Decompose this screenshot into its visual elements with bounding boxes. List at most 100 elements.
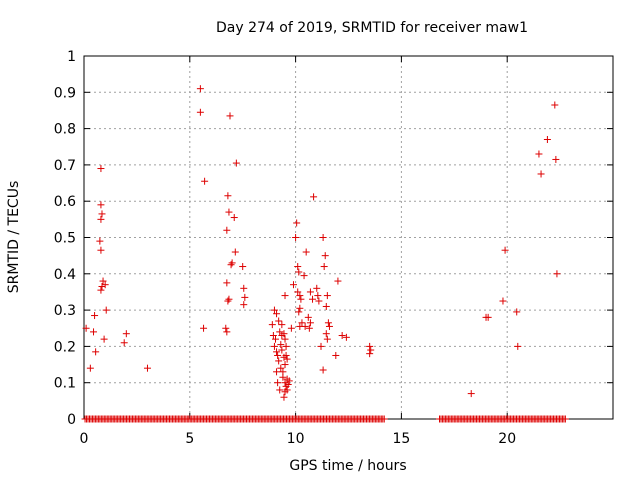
data-point xyxy=(273,310,281,318)
y-tick-label: 0.8 xyxy=(54,122,76,138)
y-tick-label: 0.7 xyxy=(54,158,76,174)
data-point xyxy=(501,246,509,254)
data-point xyxy=(275,317,283,325)
data-point xyxy=(223,226,231,234)
data-point xyxy=(225,295,233,303)
data-point xyxy=(271,335,279,343)
data-point xyxy=(270,306,278,314)
data-point xyxy=(314,292,322,300)
data-point xyxy=(274,351,282,359)
data-point xyxy=(122,330,130,338)
grid-lines xyxy=(84,56,613,419)
data-point xyxy=(313,284,321,292)
x-tick-label: 0 xyxy=(80,431,89,447)
y-tick-label: 0.9 xyxy=(54,85,76,101)
data-point xyxy=(543,135,551,143)
data-point xyxy=(289,281,297,289)
data-point xyxy=(278,332,286,340)
y-axis-label: SRMTID / TECUs xyxy=(6,181,22,294)
data-point xyxy=(101,281,109,289)
data-point xyxy=(230,214,238,222)
data-point xyxy=(300,272,308,280)
data-point xyxy=(226,112,234,120)
data-point xyxy=(231,248,239,256)
data-point xyxy=(196,108,204,116)
data-point xyxy=(367,346,375,354)
data-point xyxy=(551,101,559,109)
data-point xyxy=(92,348,100,356)
data-point xyxy=(284,381,292,389)
y-tick-label: 0.2 xyxy=(54,339,76,355)
data-point xyxy=(282,351,290,359)
data-point xyxy=(224,192,232,200)
x-tick-label: 5 xyxy=(185,431,194,447)
data-point xyxy=(241,293,249,301)
data-point xyxy=(304,313,312,321)
data-point xyxy=(100,335,108,343)
plot-frame xyxy=(83,55,614,420)
y-tick-label: 0.1 xyxy=(54,376,76,392)
data-point xyxy=(239,263,247,271)
y-tick-label: 1 xyxy=(67,49,76,65)
data-point xyxy=(294,263,302,271)
data-point xyxy=(278,346,286,354)
data-point xyxy=(338,332,346,340)
x-axis-ticks: 0 5 10 15 20 xyxy=(80,56,516,447)
data-point xyxy=(273,348,281,356)
y-tick-label: 0.6 xyxy=(54,194,76,210)
data-point xyxy=(281,361,289,369)
data-point xyxy=(298,319,306,327)
data-point xyxy=(280,393,288,401)
zero-baseline-markers xyxy=(81,415,569,423)
data-point xyxy=(268,321,276,329)
data-point xyxy=(553,270,561,278)
data-point xyxy=(82,324,90,332)
data-point xyxy=(196,85,204,93)
data-point xyxy=(276,386,284,394)
data-points xyxy=(82,85,561,401)
data-point xyxy=(332,351,340,359)
y-tick-label: 0.4 xyxy=(54,267,76,283)
data-point xyxy=(270,342,278,350)
data-point xyxy=(223,328,231,336)
data-point xyxy=(296,304,304,312)
data-point xyxy=(366,350,374,358)
zero-point xyxy=(561,415,569,423)
data-point xyxy=(201,177,209,185)
data-point xyxy=(293,219,301,227)
data-point xyxy=(320,263,328,271)
data-point xyxy=(269,332,277,340)
data-point xyxy=(200,324,208,332)
data-point xyxy=(302,248,310,256)
data-point xyxy=(285,377,293,385)
data-point xyxy=(306,288,314,296)
data-point xyxy=(222,324,230,332)
y-tick-label: 0 xyxy=(67,412,76,428)
data-point xyxy=(96,237,104,245)
data-point xyxy=(225,208,233,216)
data-point xyxy=(323,292,331,300)
data-point xyxy=(295,308,303,316)
data-point xyxy=(294,288,302,296)
data-point xyxy=(276,328,284,336)
data-point xyxy=(102,306,110,314)
zero-point xyxy=(380,415,388,423)
data-point xyxy=(321,252,329,260)
y-tick-label: 0.3 xyxy=(54,303,76,319)
data-point xyxy=(277,341,285,349)
data-point xyxy=(323,335,331,343)
data-point xyxy=(283,386,291,394)
data-point xyxy=(484,313,492,321)
data-point xyxy=(317,342,325,350)
data-point xyxy=(97,215,105,223)
data-point xyxy=(273,368,281,376)
data-point xyxy=(97,246,105,254)
data-point xyxy=(228,259,236,267)
data-point xyxy=(97,165,105,173)
data-point xyxy=(535,150,543,158)
data-point xyxy=(324,319,332,327)
data-point xyxy=(240,284,248,292)
data-point xyxy=(232,159,240,167)
data-point xyxy=(281,292,289,300)
